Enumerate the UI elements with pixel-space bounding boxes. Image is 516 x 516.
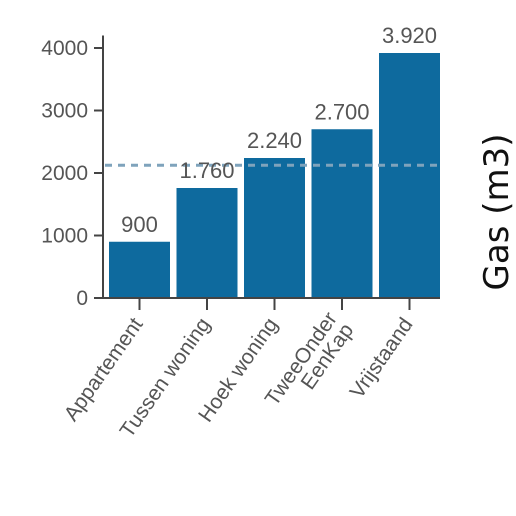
y-tick-label: 2000: [41, 162, 88, 185]
y-tick-label: 0: [76, 287, 88, 310]
y-tick-label: 1000: [41, 225, 88, 248]
data-label: 3.920: [382, 23, 437, 48]
data-label: 2.240: [247, 128, 302, 153]
plot-area: 900 1.760 2.240 2.700 3.920: [105, 23, 440, 298]
data-label: 1.760: [179, 158, 234, 183]
bar: [176, 188, 238, 298]
data-label: 900: [121, 212, 158, 237]
bars: [109, 53, 440, 298]
y-tick-label: 3000: [41, 100, 88, 123]
y-axis: 0 1000 2000 3000 4000: [41, 35, 104, 310]
data-label: 2.700: [314, 99, 369, 124]
y-tick-label: 4000: [41, 37, 88, 60]
bar: [244, 158, 305, 298]
data-labels: 900 1.760 2.240 2.700 3.920: [121, 23, 437, 237]
y-axis-title: Gas (m3): [477, 134, 516, 291]
bar: [379, 53, 440, 298]
bar: [311, 129, 373, 298]
bar: [109, 241, 170, 298]
x-tick-label: Vrijstaand: [346, 314, 418, 403]
